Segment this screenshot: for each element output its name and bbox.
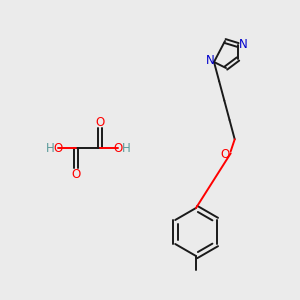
Text: H: H: [46, 142, 54, 154]
Text: O: O: [220, 148, 229, 161]
Text: O: O: [71, 167, 81, 181]
Text: H: H: [122, 142, 130, 154]
Text: O: O: [95, 116, 105, 128]
Text: O: O: [53, 142, 63, 154]
Text: N: N: [238, 38, 247, 50]
Text: N: N: [206, 55, 214, 68]
Text: O: O: [113, 142, 123, 154]
